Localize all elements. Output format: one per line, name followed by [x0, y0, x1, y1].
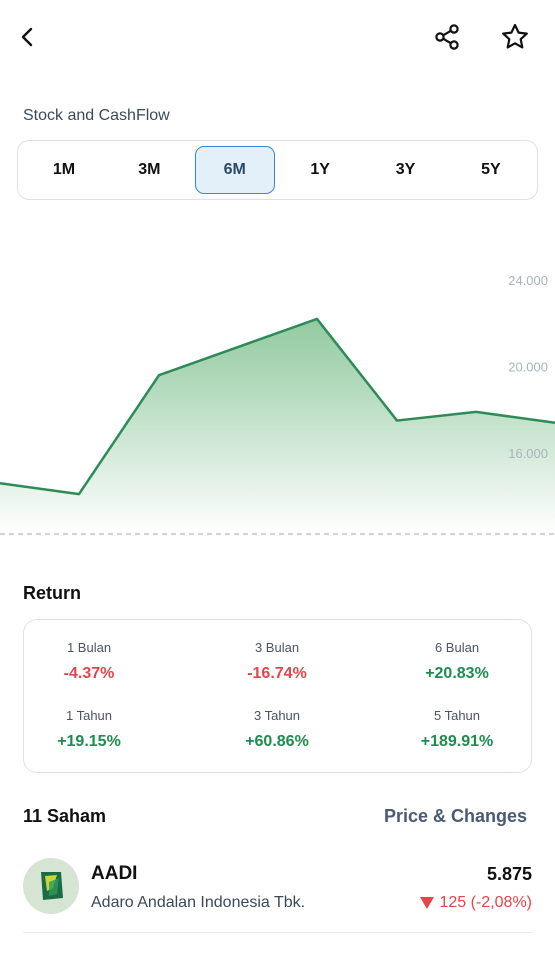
top-bar — [0, 0, 555, 76]
period-selector: 1M 3M 6M 1Y 3Y 5Y — [17, 140, 538, 200]
favorite-button[interactable] — [495, 17, 535, 57]
return-item: 3 Tahun +60.86% — [207, 708, 347, 751]
return-item: 5 Tahun +189.91% — [387, 708, 527, 751]
stock-row[interactable]: AADI Adaro Andalan Indonesia Tbk. 5.875 … — [23, 855, 532, 933]
return-value: +20.83% — [425, 665, 489, 682]
period-tab-1y[interactable]: 1Y — [310, 161, 330, 178]
return-value: +60.86% — [245, 733, 309, 750]
price-chart: 24.000 20.000 16.000 — [0, 273, 555, 535]
return-label: 5 Tahun — [433, 708, 481, 723]
star-icon — [502, 23, 528, 49]
stock-change-value: 125 (-2,08%) — [439, 894, 533, 911]
chevron-left-icon — [21, 27, 33, 47]
price-changes-toggle[interactable]: Price & Changes — [383, 806, 527, 826]
triangle-down-icon — [419, 897, 434, 909]
stock-ticker: AADI — [91, 863, 138, 884]
period-tab-1m[interactable]: 1M — [52, 161, 76, 178]
return-label: 3 Bulan — [254, 640, 300, 655]
company-logo — [23, 858, 79, 914]
return-item: 6 Bulan +20.83% — [387, 640, 527, 683]
return-title: Return — [23, 583, 81, 603]
stock-price: 5.875 — [486, 864, 532, 884]
stock-change: 125 (-2,08%) — [419, 894, 533, 912]
period-tab-3m[interactable]: 3M — [138, 161, 161, 178]
section-title: Stock and CashFlow — [23, 107, 170, 124]
return-label: 1 Bulan — [66, 640, 112, 655]
share-button[interactable] — [427, 17, 467, 57]
return-label: 6 Bulan — [434, 640, 480, 655]
return-value: +19.15% — [57, 733, 121, 750]
return-label: 3 Tahun — [253, 708, 301, 723]
return-card: 1 Bulan -4.37% 3 Bulan -16.74% 6 Bulan +20.83… — [23, 619, 532, 773]
return-value: -4.37% — [63, 665, 115, 682]
return-item: 1 Tahun +19.15% — [19, 708, 159, 751]
return-item: 3 Bulan -16.74% — [207, 640, 347, 683]
back-button[interactable] — [8, 17, 48, 57]
y-tick-label: 16.000 — [508, 446, 548, 461]
return-value: -16.74% — [247, 665, 307, 682]
period-tab-6m[interactable]: 6M — [194, 146, 275, 194]
return-item: 1 Bulan -4.37% — [19, 640, 159, 683]
holdings-title: 11 Saham — [23, 806, 107, 826]
period-tab-3y[interactable]: 3Y — [395, 161, 416, 178]
period-tab-5y[interactable]: 5Y — [481, 161, 501, 178]
chart-area — [0, 318, 555, 534]
stock-company-name: Adaro Andalan Indonesia Tbk. — [91, 894, 306, 911]
share-icon — [435, 24, 459, 50]
chart-line — [0, 317, 555, 496]
y-tick-label: 24.000 — [508, 273, 548, 288]
return-value: +189.91% — [420, 733, 494, 750]
y-tick-label: 20.000 — [508, 360, 548, 375]
return-label: 1 Tahun — [65, 708, 113, 723]
